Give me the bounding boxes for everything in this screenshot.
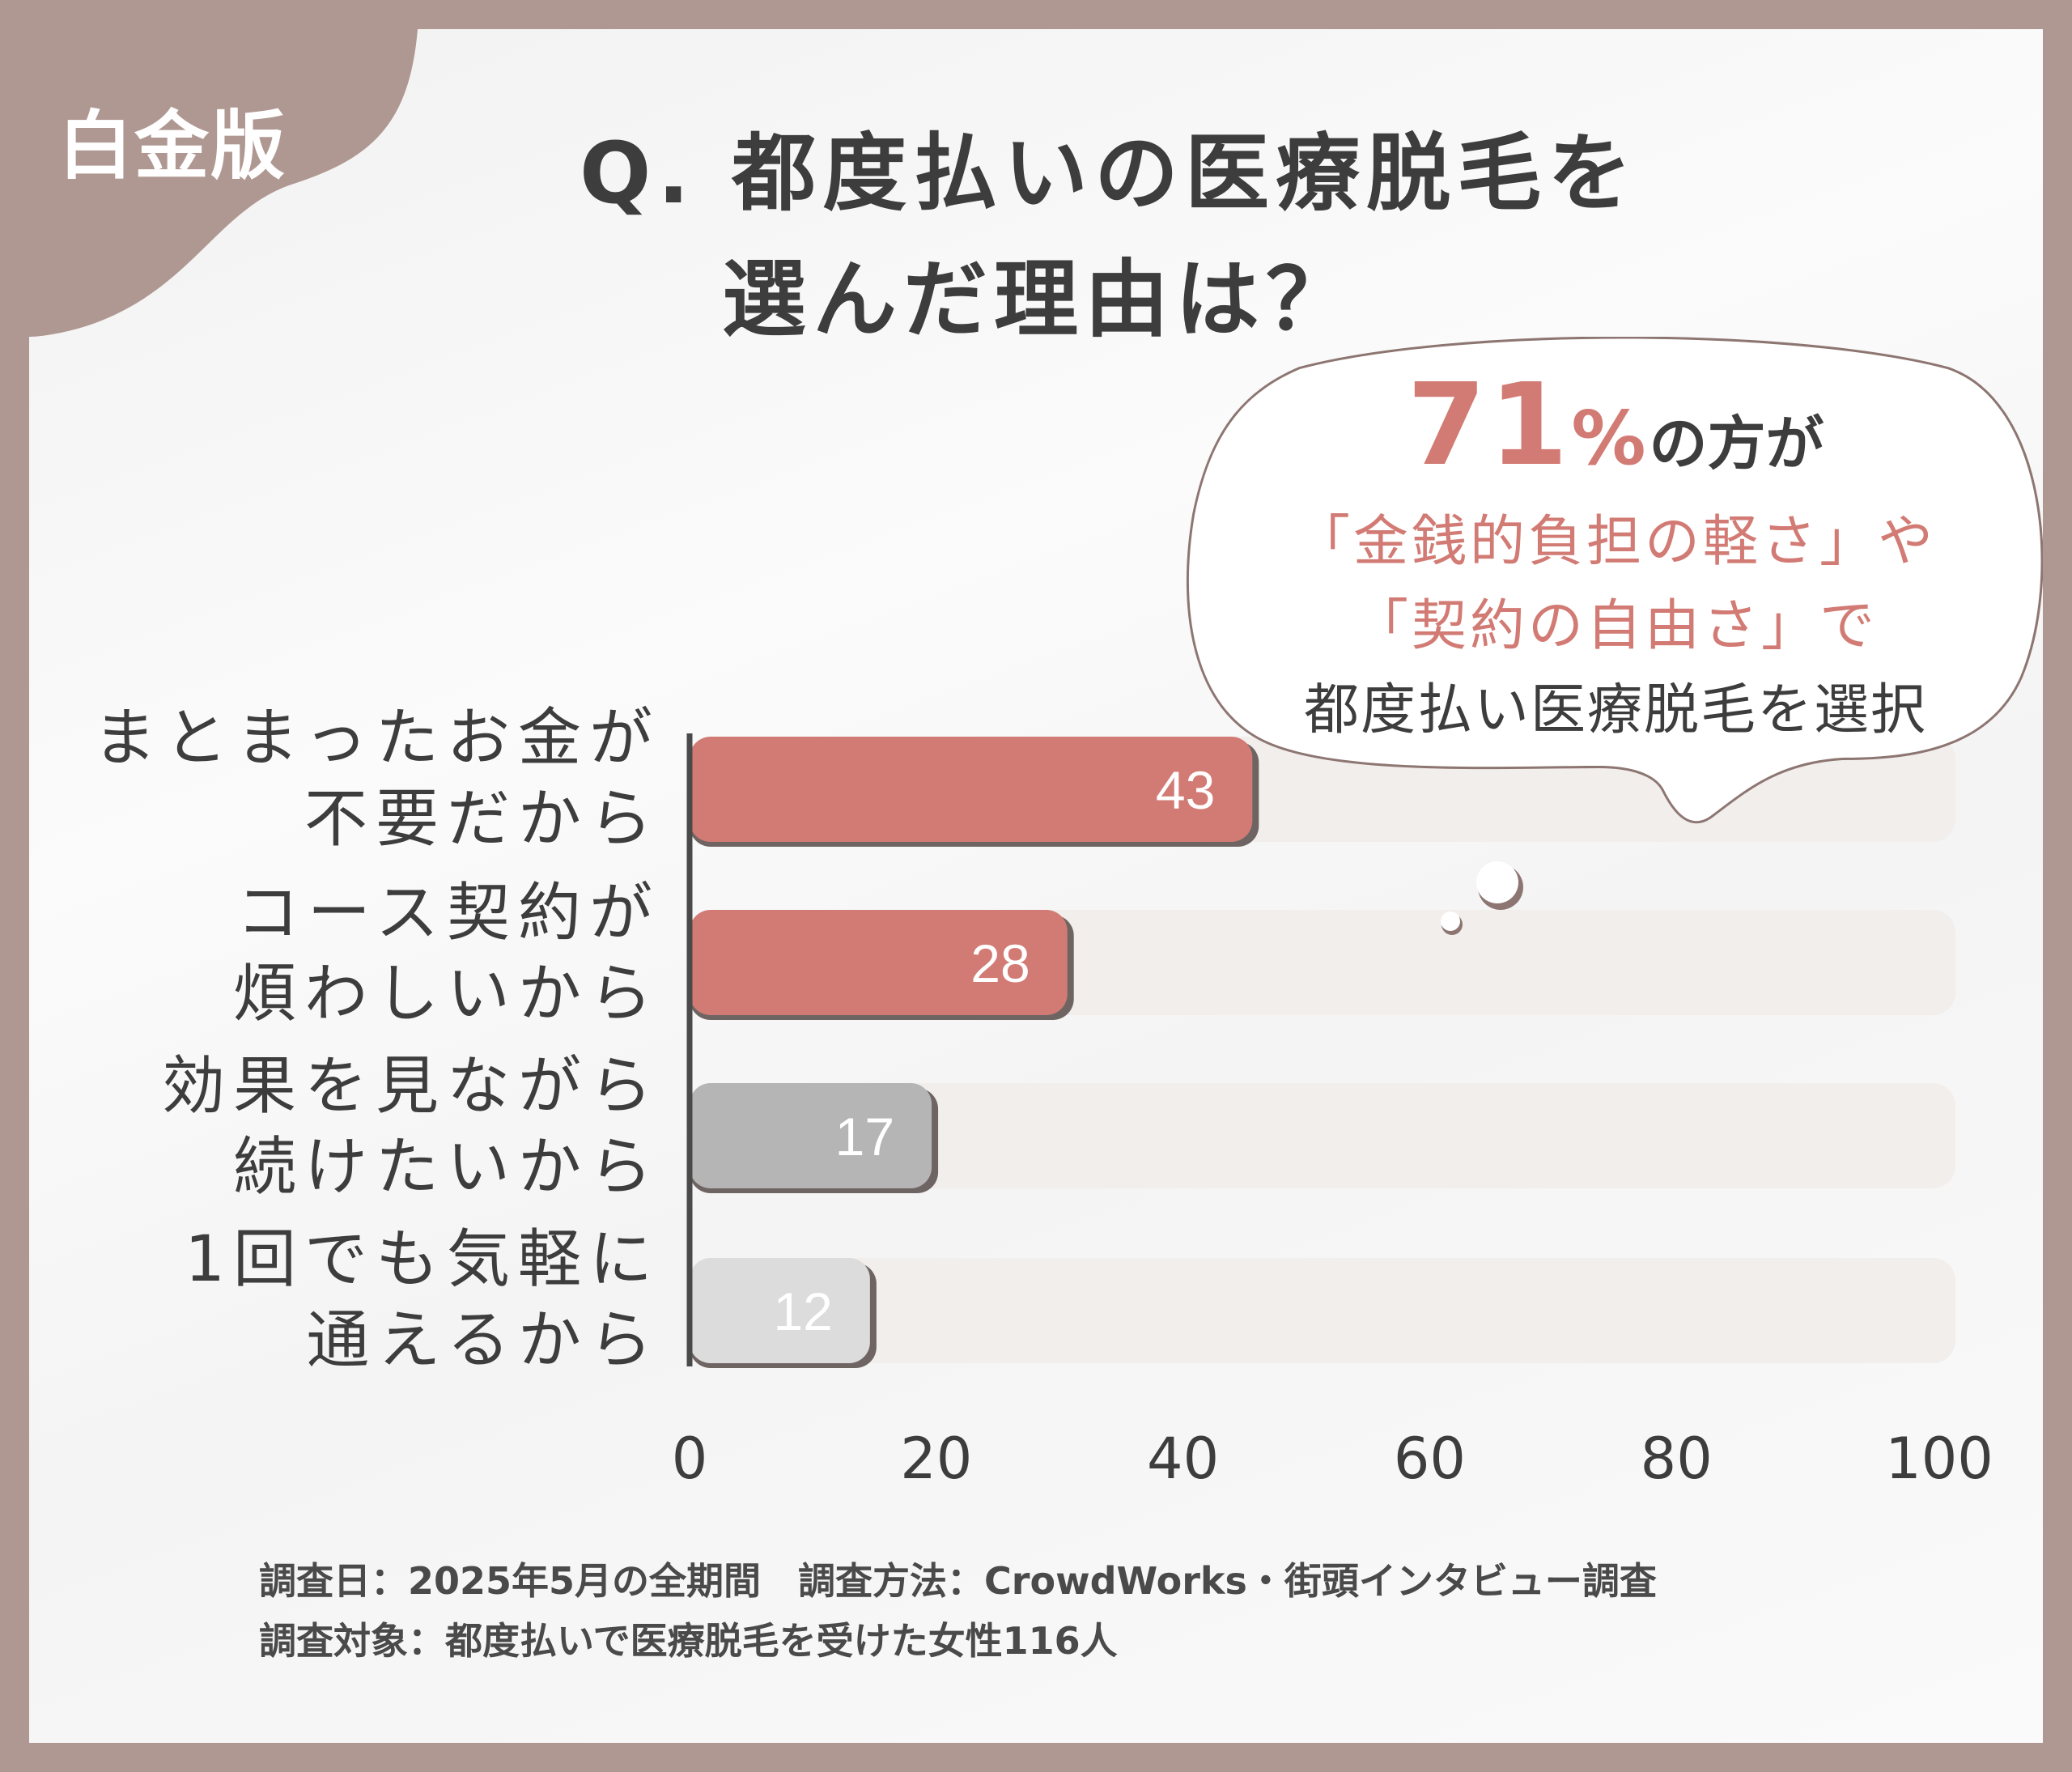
category-label-line-2: 煩わしいから [232, 958, 660, 1030]
x-tick-label: 60 [1394, 1426, 1466, 1492]
bar-track [690, 1258, 1955, 1363]
x-tick-label: 0 [672, 1426, 708, 1492]
title-line-1: Q. 都度払いの医療脱毛を [580, 124, 1639, 223]
callout-percent: 71% [1407, 359, 1649, 491]
infographic-card: 白金版 Q. 都度払いの医療脱毛を 選んだ理由は？ 43 28 17 12 0 20 40 6… [29, 29, 2043, 1743]
bar-value-label: 28 [970, 933, 1030, 993]
category-label-line-2: 続けたいから [232, 1131, 660, 1204]
bar-value-label: 12 [773, 1281, 832, 1341]
badge-label: 白金版 [58, 103, 287, 189]
bar-track [690, 1083, 1955, 1188]
callout-line-4: 都度払い医療脱毛を選択 [1303, 678, 1927, 742]
callout-percent-sign: % [1571, 395, 1650, 482]
bar-value-label: 17 [835, 1107, 894, 1166]
category-label: まとまったお金が不要だから [29, 698, 660, 860]
callout-line-1-suffix: の方が [1649, 410, 1824, 478]
callout-line-2: 「金銭的負担の軽さ」や [1294, 510, 1936, 574]
bar [690, 737, 1253, 842]
callout-text: 71%の方が 「金銭的負担の軽さ」や 「契約の自由さ」で 都度払い医療脱毛を選択 [1211, 369, 2020, 753]
title-line-2: 選んだ理由は？ [722, 250, 1357, 349]
category-label-line-1: 1回でも気軽に [185, 1223, 660, 1296]
callout-line-3: 「契約の自由さ」で [1352, 594, 1878, 658]
callout-percent-value: 71 [1407, 359, 1572, 491]
category-label-line-2: 通えるから [306, 1304, 660, 1377]
page-title: Q. 都度払いの医療脱毛を 選んだ理由は？ [580, 110, 1875, 363]
category-label-line-2: 不要だから [304, 783, 660, 856]
category-label: コース契約が 煩わしいから [29, 873, 660, 1035]
corner-badge-shape [29, 29, 418, 337]
x-tick-label: 20 [900, 1426, 972, 1492]
survey-note: 調査日：2025年5月の全期間 調査方法：CrowdWorks・街頭インタビュー… [259, 1551, 1959, 1671]
bar [690, 1258, 870, 1363]
speech-bubble [1186, 337, 2043, 824]
x-tick-label: 100 [1885, 1426, 1993, 1492]
survey-note-line-2: 調査対象：都度払いで医療脱毛を受けた女性116人 [259, 1619, 1118, 1663]
survey-note-line-1: 調査日：2025年5月の全期間 調査方法：CrowdWorks・街頭インタビュー… [259, 1559, 1657, 1603]
category-label-line-1: まとまったお金が [93, 702, 660, 775]
bar [690, 1083, 932, 1188]
category-label-line-1: 効果を見ながら [161, 1050, 660, 1123]
category-label: 1回でも気軽に通えるから [29, 1219, 660, 1381]
x-tick-label: 40 [1147, 1426, 1219, 1492]
callout-line-1: 71%の方が [1211, 369, 2020, 500]
category-label: 効果を見ながら続けたいから [29, 1046, 660, 1208]
category-label-line-1: コース契約が [236, 877, 660, 950]
x-tick-label: 80 [1641, 1426, 1713, 1492]
thought-dots [1441, 861, 1523, 935]
bar [690, 910, 1068, 1015]
bar-value-label: 43 [1156, 760, 1215, 820]
